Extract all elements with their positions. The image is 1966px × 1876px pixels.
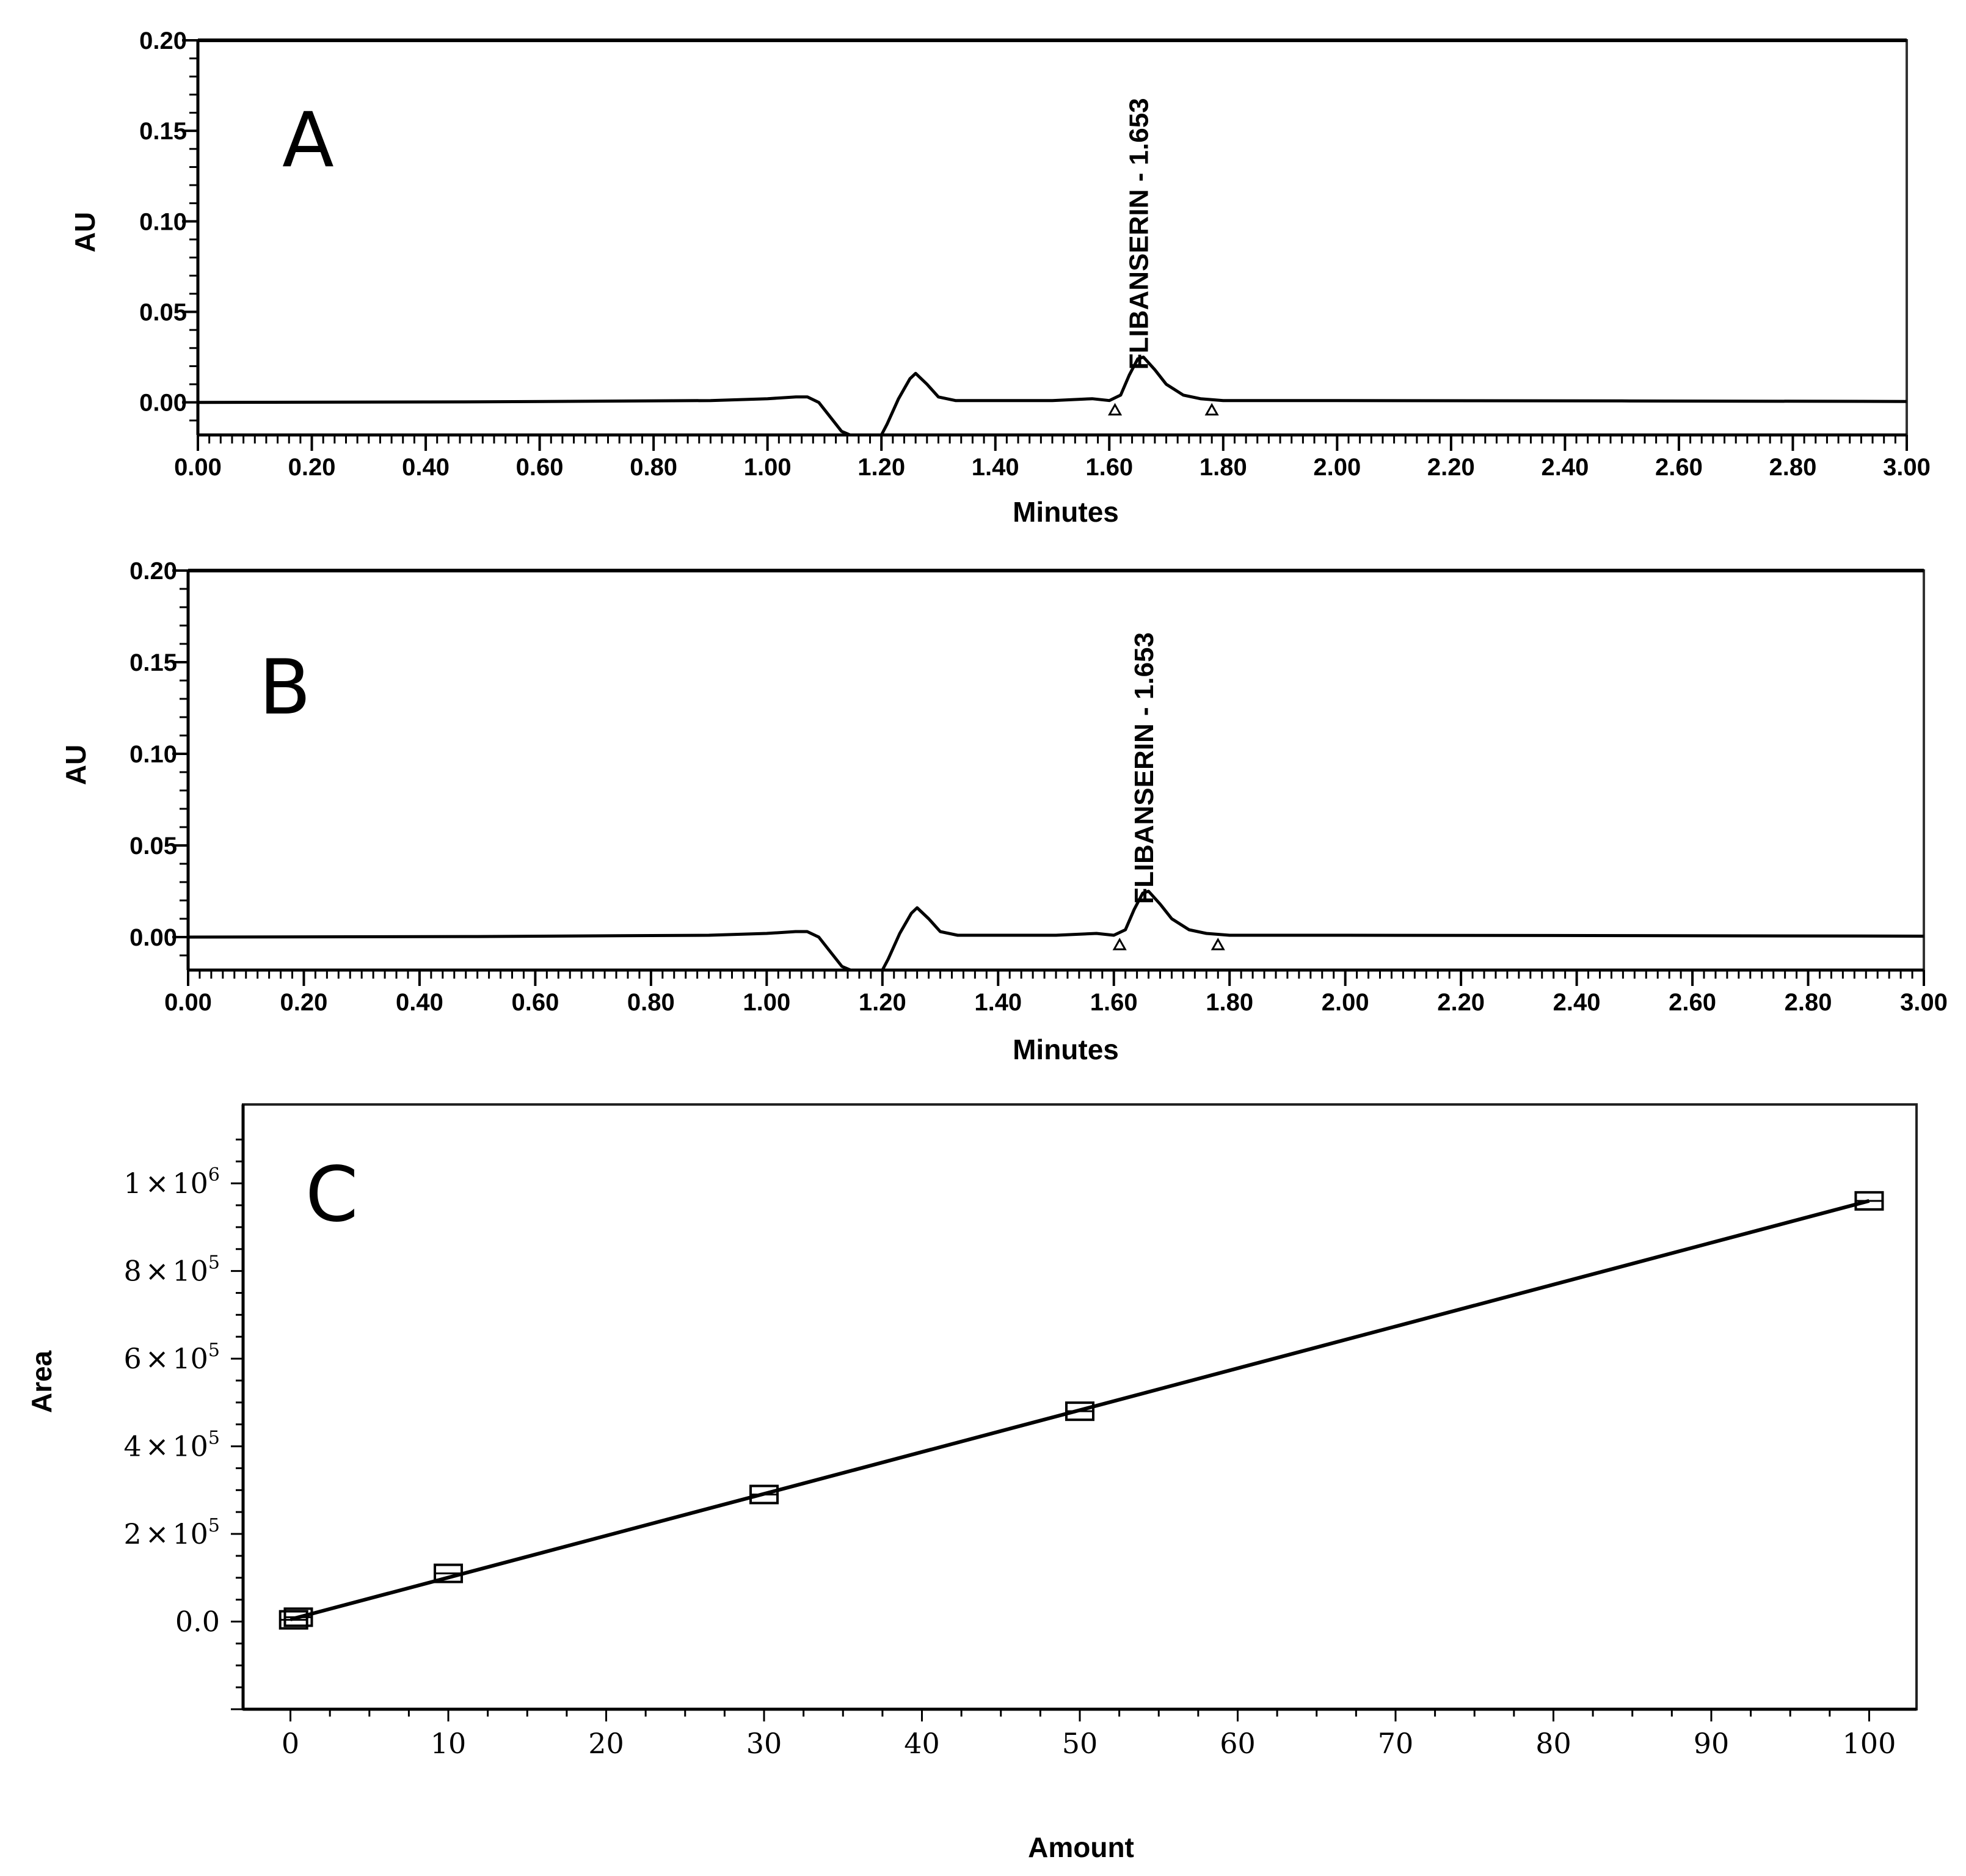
x-tick-label: 2.60 [1669,989,1716,1016]
y-tick-label: 2 × 105 [124,1515,220,1550]
panel-c-x-axis-title: Amount [1028,1831,1134,1863]
x-tick-label: 0.60 [516,454,564,481]
y-tick-label: 0.00 [139,390,187,417]
x-tick-label: 0.00 [164,989,212,1016]
panel-c-letter: C [305,1151,359,1239]
x-tick-label: 0.00 [174,454,222,481]
integration-marker [1211,937,1225,951]
x-tick-label: 0.80 [630,454,677,481]
y-tick-label: 0.10 [139,208,187,235]
x-tick-label: 0 [282,1727,299,1760]
x-tick-label: 2.20 [1427,454,1475,481]
x-tick-label: 2.80 [1769,454,1817,481]
x-tick-label: 60 [1220,1727,1256,1760]
panel-a-plot-frame [197,39,1908,436]
y-tick-label: 0.15 [139,118,187,145]
panel-a-x-tick-labels: 0.00 0.20 0.40 0.60 0.80 1.00 1.20 1.40 1.60 1.80… [174,454,1931,481]
panel-c-data-points [279,1191,1884,1630]
panel-a-integration-markers [1108,403,1219,416]
panel-b-peak-label: FLIBANSERIN - 1.653 [1129,632,1159,904]
panel-c-fit-line [289,1199,1870,1621]
y-tick-label: 0.00 [129,924,177,951]
x-tick-label: 0.80 [627,989,675,1016]
panel-b-plot-frame [187,569,1925,971]
x-tick-label: 90 [1694,1727,1730,1760]
x-tick-label: 2.40 [1541,454,1589,481]
x-tick-label: 0.20 [280,989,328,1016]
x-tick-label: 1.20 [859,989,906,1016]
x-tick-label: 0.60 [511,989,559,1016]
x-tick-label: 20 [588,1727,624,1760]
x-tick-label: 2.00 [1313,454,1361,481]
x-tick-label: 10 [431,1727,467,1760]
x-tick-label: 30 [746,1727,782,1760]
y-tick-label: 0.20 [139,27,187,54]
panel-a-ticks [182,39,1908,451]
panel-c-y-axis-title: Area [26,1350,57,1413]
x-tick-label: 3.00 [1900,989,1948,1016]
x-tick-label: 2.40 [1553,989,1601,1016]
panel-b-x-axis-title: Minutes [1013,1034,1119,1065]
x-tick-label: 1.60 [1090,989,1138,1016]
x-tick-label: 40 [904,1727,940,1760]
x-tick-label: 1.00 [743,989,790,1016]
panel-b-integration-markers [1112,937,1225,951]
panel-b-y-tick-labels: 0.00 0.05 0.10 0.15 0.20 [129,558,177,951]
x-tick-label: 70 [1378,1727,1414,1760]
panel-b-ticks [172,569,1925,986]
y-tick-label: 6 × 105 [124,1340,220,1375]
panel-b-chromatogram-trace [187,889,1924,972]
y-tick-label: 1 × 106 [124,1164,220,1200]
panel-c-ticks [231,1138,1870,1721]
panel-b-chromatogram: 0.00 0.20 0.40 0.60 0.80 1.00 1.20 1.40 1.60 1.80… [60,558,1948,1065]
panel-b-x-tick-labels: 0.00 0.20 0.40 0.60 0.80 1.00 1.20 1.40 1.60 1.80… [164,989,1948,1016]
x-tick-label: 0.20 [288,454,336,481]
integration-marker [1108,403,1123,416]
y-tick-label: 0.0 [175,1605,220,1638]
panel-a-y-axis-title: AU [69,212,101,252]
x-tick-label: 2.00 [1322,989,1369,1016]
x-tick-label: 1.20 [857,454,905,481]
panel-a-peak-label: FLIBANSERIN - 1.653 [1124,98,1154,370]
y-tick-label: 8 × 105 [124,1252,220,1288]
x-tick-label: 0.40 [396,989,443,1016]
integration-marker [1112,937,1127,951]
x-tick-label: 1.40 [972,454,1019,481]
x-tick-label: 2.20 [1437,989,1485,1016]
x-tick-label: 1.80 [1206,989,1253,1016]
integration-marker [1204,403,1219,416]
x-tick-label: 1.60 [1085,454,1133,481]
x-tick-label: 2.60 [1655,454,1703,481]
x-tick-label: 1.00 [744,454,792,481]
panel-c-x-tick-labels: 0 10 20 30 40 50 60 70 80 90 100 [282,1727,1896,1760]
x-tick-label: 1.80 [1200,454,1247,481]
panel-a-chromatogram: 0.00 0.20 0.40 0.60 0.80 1.00 1.20 1.40 1.60 1.80… [69,27,1931,528]
x-tick-label: 3.00 [1883,454,1931,481]
panel-c-y-tick-labels: 0.0 2 × 105 4 × 105 6 × 105 8 × 105 1 × 106 [124,1164,220,1638]
x-tick-label: 2.80 [1785,989,1832,1016]
panel-c-plot-frame [242,1103,1918,1710]
x-tick-label: 100 [1843,1727,1896,1760]
panel-a-y-tick-labels: 0.00 0.05 0.10 0.15 0.20 [139,27,187,417]
y-tick-label: 0.15 [129,649,177,676]
panel-c-calibration: 0 10 20 30 40 50 60 70 80 90 100 0.0 2 × 105 4 × 105 6 × 10… [26,1103,1918,1863]
y-tick-label: 0.05 [139,299,187,326]
y-tick-label: 4 × 105 [124,1428,220,1463]
x-tick-label: 80 [1535,1727,1571,1760]
x-tick-label: 1.40 [974,989,1022,1016]
x-tick-label: 50 [1062,1727,1098,1760]
y-tick-label: 0.20 [129,558,177,585]
panel-a-chromatogram-trace [197,356,1907,437]
panel-b-letter: B [259,644,311,732]
panel-b-y-axis-title: AU [60,745,92,785]
panel-a-letter: A [282,97,334,184]
panel-a-x-axis-title: Minutes [1013,496,1119,528]
x-tick-label: 0.40 [402,454,450,481]
y-tick-label: 0.10 [129,741,177,768]
y-tick-label: 0.05 [129,833,177,860]
